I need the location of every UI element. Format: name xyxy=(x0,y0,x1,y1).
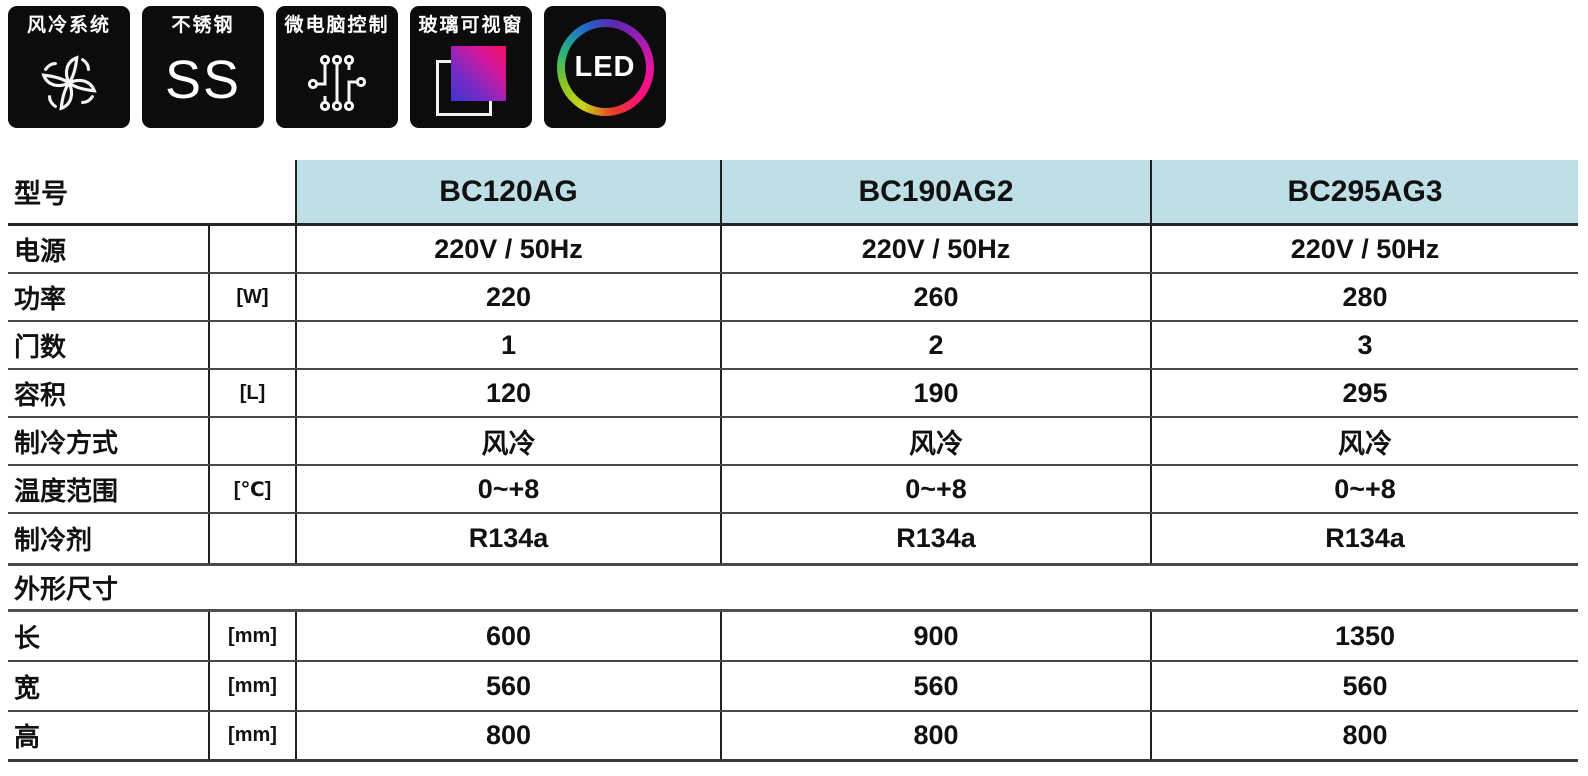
row-label: 型号 xyxy=(14,179,68,209)
feature-badges: 风冷系统 不锈钢 SS 微电脑控制 xyxy=(8,6,666,128)
badge-microcomputer-control: 微电脑控制 xyxy=(276,6,398,128)
row-height: 高 [mm] 800 800 800 xyxy=(8,712,1578,762)
spec-value: 0~+8 xyxy=(295,466,720,512)
spec-value: 560 xyxy=(1150,662,1578,710)
spec-table: 型号 BC120AG BC190AG2 BC295AG3 电源 220V / 5… xyxy=(8,160,1578,762)
model-header-bc295ag3: BC295AG3 xyxy=(1150,160,1578,223)
badge-led: LED xyxy=(544,6,666,128)
row-door-count: 门数 1 2 3 xyxy=(8,322,1578,370)
unit-label: [mm] xyxy=(208,662,295,710)
spec-value: 风冷 xyxy=(295,418,720,464)
led-ring-icon: LED xyxy=(556,18,654,116)
unit-label: [mm] xyxy=(208,712,295,759)
spec-value: 295 xyxy=(1150,370,1578,416)
badge-glass-window-label: 玻璃可视窗 xyxy=(418,15,524,36)
spec-value: 220V / 50Hz xyxy=(1150,226,1578,272)
spec-value: R134a xyxy=(1150,514,1578,563)
unit-label: [mm] xyxy=(208,612,295,660)
badge-stainless-steel: 不锈钢 SS xyxy=(142,6,264,128)
unit-label xyxy=(208,514,295,563)
spec-value: 120 xyxy=(295,370,720,416)
spec-value: 800 xyxy=(1150,712,1578,759)
spec-value: R134a xyxy=(295,514,720,563)
circuit-icon xyxy=(307,54,367,111)
spec-value: 风冷 xyxy=(720,418,1150,464)
row-length: 长 [mm] 600 900 1350 xyxy=(8,612,1578,662)
spec-value: 2 xyxy=(720,322,1150,368)
badge-glass-window: 玻璃可视窗 xyxy=(410,6,532,128)
table-header-row: 型号 BC120AG BC190AG2 BC295AG3 xyxy=(8,160,1578,226)
spec-value: 900 xyxy=(720,612,1150,660)
row-label: 容积 xyxy=(14,379,67,410)
row-width: 宽 [mm] 560 560 560 xyxy=(8,662,1578,712)
row-label: 长 xyxy=(14,622,41,653)
row-label: 制冷方式 xyxy=(14,427,119,458)
unit-label: [L] xyxy=(208,370,295,416)
row-label: 功率 xyxy=(14,283,67,314)
row-power-supply: 电源 220V / 50Hz 220V / 50Hz 220V / 50Hz xyxy=(8,226,1578,274)
row-dimensions-header: 外形尺寸 xyxy=(8,566,1578,612)
spec-value: 260 xyxy=(720,274,1150,320)
spec-value: 190 xyxy=(720,370,1150,416)
row-temperature-range: 温度范围 [℃] 0~+8 0~+8 0~+8 xyxy=(8,466,1578,514)
spec-value: 1 xyxy=(295,322,720,368)
badge-led-label: LED xyxy=(564,26,646,108)
spec-value: 0~+8 xyxy=(1150,466,1578,512)
unit-label xyxy=(208,322,295,368)
badge-microcomputer-label: 微电脑控制 xyxy=(284,15,390,36)
row-label: 门数 xyxy=(14,331,67,362)
spec-value: 800 xyxy=(720,712,1150,759)
badge-air-cooling-label: 风冷系统 xyxy=(26,15,111,36)
unit-label xyxy=(208,418,295,464)
badge-air-cooling: 风冷系统 xyxy=(8,6,130,128)
spec-value: 280 xyxy=(1150,274,1578,320)
glass-window-icon xyxy=(434,45,508,116)
spec-value: 600 xyxy=(295,612,720,660)
spec-value: 0~+8 xyxy=(720,466,1150,512)
spec-value: 220V / 50Hz xyxy=(295,226,720,272)
row-label: 宽 xyxy=(14,672,41,703)
row-label: 制冷剂 xyxy=(14,525,93,555)
spec-value: 220 xyxy=(295,274,720,320)
unit-label xyxy=(208,226,295,272)
unit-label: [℃] xyxy=(208,466,295,512)
fan-icon xyxy=(41,55,97,111)
spec-value: 3 xyxy=(1150,322,1578,368)
spec-value: 560 xyxy=(720,662,1150,710)
spec-value: R134a xyxy=(720,514,1150,563)
row-cooling-method: 制冷方式 风冷 风冷 风冷 xyxy=(8,418,1578,466)
row-label: 高 xyxy=(14,722,41,752)
row-refrigerant: 制冷剂 R134a R134a R134a xyxy=(8,514,1578,566)
glass-window-gradient xyxy=(451,45,506,101)
row-label: 温度范围 xyxy=(14,475,119,506)
spec-value: 1350 xyxy=(1150,612,1578,660)
row-volume: 容积 [L] 120 190 295 xyxy=(8,370,1578,418)
badge-stainless-steel-label: 不锈钢 xyxy=(171,15,235,36)
row-power-watt: 功率 [W] 220 260 280 xyxy=(8,274,1578,322)
model-header-bc120ag: BC120AG xyxy=(295,160,720,223)
spec-value: 560 xyxy=(295,662,720,710)
model-header-bc190ag2: BC190AG2 xyxy=(720,160,1150,223)
spec-value: 风冷 xyxy=(1150,418,1578,464)
unit-label: [W] xyxy=(208,274,295,320)
row-label: 电源 xyxy=(14,235,67,266)
spec-value: 800 xyxy=(295,712,720,759)
stainless-steel-icon: SS xyxy=(164,49,242,110)
spec-value: 220V / 50Hz xyxy=(720,226,1150,272)
